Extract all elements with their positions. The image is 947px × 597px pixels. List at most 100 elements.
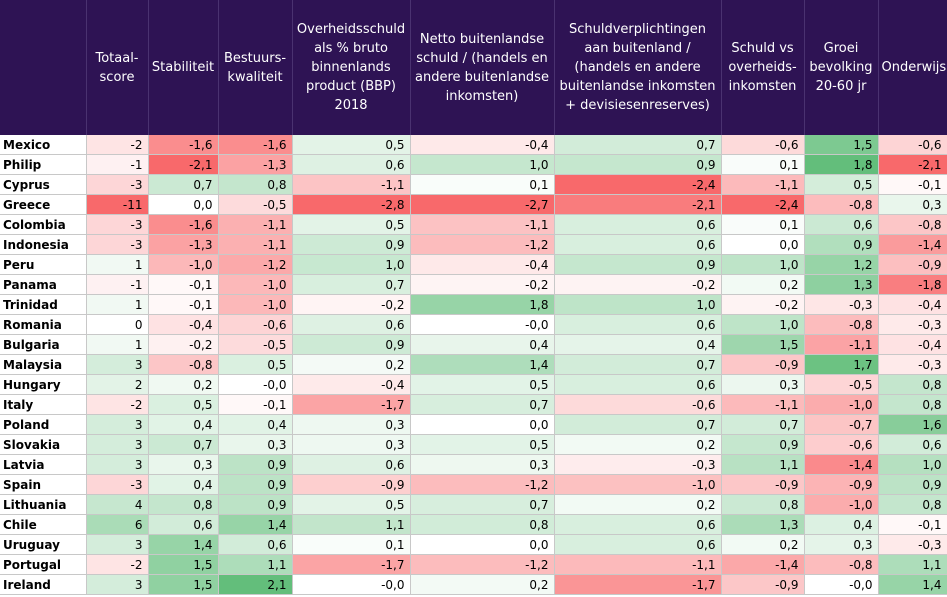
value-cell: 1,4 bbox=[410, 354, 555, 375]
value-cell: 0,4 bbox=[410, 334, 555, 355]
value-cell: 0,2 bbox=[148, 374, 219, 395]
country-cell: Romania bbox=[0, 314, 87, 335]
value-cell: 1,0 bbox=[410, 154, 555, 175]
value-cell: 0,9 bbox=[218, 494, 293, 515]
value-cell: -0,8 bbox=[878, 214, 947, 235]
value-cell: -0,2 bbox=[721, 294, 805, 315]
value-cell: 0,2 bbox=[292, 354, 411, 375]
value-cell: 1,0 bbox=[721, 314, 805, 335]
value-cell: 0,6 bbox=[878, 434, 947, 455]
table-row: Cyprus -3 0,7 0,8 -1,1 0,1 -2,4 -1,1 0,5 -0,1 bbox=[0, 174, 947, 195]
value-cell: -0,3 bbox=[804, 294, 879, 315]
value-cell: 0,7 bbox=[554, 135, 722, 155]
header-schuld-vs-overheidsinkomsten: Schuld vs overheids-inkomsten bbox=[721, 0, 805, 135]
value-cell: -0,1 bbox=[878, 514, 947, 535]
value-cell: 1,4 bbox=[218, 514, 293, 535]
value-cell: -1,1 bbox=[804, 334, 879, 355]
value-cell: -1,4 bbox=[804, 454, 879, 475]
value-cell: -1,0 bbox=[148, 254, 219, 275]
value-cell: -0,8 bbox=[804, 554, 879, 575]
value-cell: 1,2 bbox=[804, 254, 879, 275]
value-cell: -1,7 bbox=[292, 554, 411, 575]
value-cell: 6 bbox=[86, 514, 149, 535]
value-cell: 0,7 bbox=[292, 274, 411, 295]
table-row: Bulgaria 1 -0,2 -0,5 0,9 0,4 0,4 1,5 -1,1 -0,4 bbox=[0, 334, 947, 355]
value-cell: 0,6 bbox=[554, 214, 722, 235]
country-cell: Greece bbox=[0, 194, 87, 215]
country-cell: Slovakia bbox=[0, 434, 87, 455]
value-cell: -0,8 bbox=[804, 314, 879, 335]
value-cell: 3 bbox=[86, 534, 149, 555]
value-cell: 1 bbox=[86, 334, 149, 355]
value-cell: -0,1 bbox=[218, 394, 293, 415]
country-cell: Mexico bbox=[0, 135, 87, 155]
value-cell: -0,6 bbox=[218, 314, 293, 335]
value-cell: 0,9 bbox=[292, 334, 411, 355]
value-cell: 0,5 bbox=[292, 135, 411, 155]
country-cell: Panama bbox=[0, 274, 87, 295]
value-cell: -0,2 bbox=[410, 274, 555, 295]
header-overheidsschuld: Overheidsschuld als % bruto binnenlands … bbox=[292, 0, 411, 135]
value-cell: -0,6 bbox=[554, 394, 722, 415]
value-cell: -1,7 bbox=[554, 574, 722, 595]
table-row: Panama -1 -0,1 -1,0 0,7 -0,2 -0,2 0,2 1,3 -1,8 bbox=[0, 274, 947, 295]
value-cell: -1,1 bbox=[292, 174, 411, 195]
value-cell: 1,3 bbox=[804, 274, 879, 295]
value-cell: -1,6 bbox=[218, 135, 293, 155]
value-cell: 2 bbox=[86, 374, 149, 395]
value-cell: -0,0 bbox=[410, 314, 555, 335]
value-cell: -1,0 bbox=[218, 274, 293, 295]
value-cell: -2,7 bbox=[410, 194, 555, 215]
header-schuldverplichtingen: Schuldverplichtingen aan buitenland / (h… bbox=[554, 0, 722, 135]
value-cell: 1,0 bbox=[292, 254, 411, 275]
header-stabiliteit: Stabiliteit bbox=[148, 0, 219, 135]
value-cell: 1,5 bbox=[148, 554, 219, 575]
value-cell: 0,6 bbox=[292, 314, 411, 335]
country-cell: Ireland bbox=[0, 574, 87, 595]
value-cell: 2,1 bbox=[218, 574, 293, 595]
value-cell: -3 bbox=[86, 214, 149, 235]
value-cell: 0,7 bbox=[554, 414, 722, 435]
value-cell: 1 bbox=[86, 294, 149, 315]
value-cell: 0,6 bbox=[218, 534, 293, 555]
value-cell: 0,7 bbox=[554, 354, 722, 375]
value-cell: 0,6 bbox=[148, 514, 219, 535]
table-row: Uruguay 3 1,4 0,6 0,1 0,0 0,6 0,2 0,3 -0,3 bbox=[0, 534, 947, 555]
value-cell: -0,4 bbox=[878, 334, 947, 355]
value-cell: 1,0 bbox=[554, 294, 722, 315]
value-cell: -2 bbox=[86, 394, 149, 415]
value-cell: 0,6 bbox=[292, 154, 411, 175]
header-country bbox=[0, 0, 87, 135]
value-cell: -1,4 bbox=[721, 554, 805, 575]
value-cell: -1,0 bbox=[804, 394, 879, 415]
value-cell: 0,4 bbox=[148, 474, 219, 495]
value-cell: 0,0 bbox=[410, 534, 555, 555]
value-cell: -3 bbox=[86, 234, 149, 255]
header-groei-bevolking: Groei bevolking 20-60 jr bbox=[804, 0, 879, 135]
value-cell: -0,1 bbox=[148, 274, 219, 295]
value-cell: -0,4 bbox=[148, 314, 219, 335]
value-cell: -1,8 bbox=[878, 274, 947, 295]
value-cell: -3 bbox=[86, 474, 149, 495]
value-cell: 1,1 bbox=[878, 554, 947, 575]
value-cell: -1,2 bbox=[410, 554, 555, 575]
value-cell: -1,6 bbox=[148, 135, 219, 155]
value-cell: 0,5 bbox=[218, 354, 293, 375]
value-cell: -0,7 bbox=[804, 414, 879, 435]
table-row: Mexico -2 -1,6 -1,6 0,5 -0,4 0,7 -0,6 1,5 -0,6 bbox=[0, 135, 947, 155]
value-cell: 0,1 bbox=[721, 214, 805, 235]
value-cell: -2,8 bbox=[292, 194, 411, 215]
value-cell: 0,7 bbox=[410, 494, 555, 515]
header-row: Totaal-score Stabiliteit Bestuurs-kwalit… bbox=[0, 0, 947, 135]
value-cell: -2,1 bbox=[878, 154, 947, 175]
value-cell: 1,7 bbox=[804, 354, 879, 375]
value-cell: 0,1 bbox=[410, 174, 555, 195]
value-cell: -0,4 bbox=[878, 294, 947, 315]
value-cell: -1,3 bbox=[218, 154, 293, 175]
value-cell: -0,0 bbox=[804, 574, 879, 595]
value-cell: -0,8 bbox=[804, 194, 879, 215]
value-cell: -2 bbox=[86, 554, 149, 575]
value-cell: 0,9 bbox=[554, 254, 722, 275]
table-row: Hungary 2 0,2 -0,0 -0,4 0,5 0,6 0,3 -0,5 0,8 bbox=[0, 374, 947, 395]
